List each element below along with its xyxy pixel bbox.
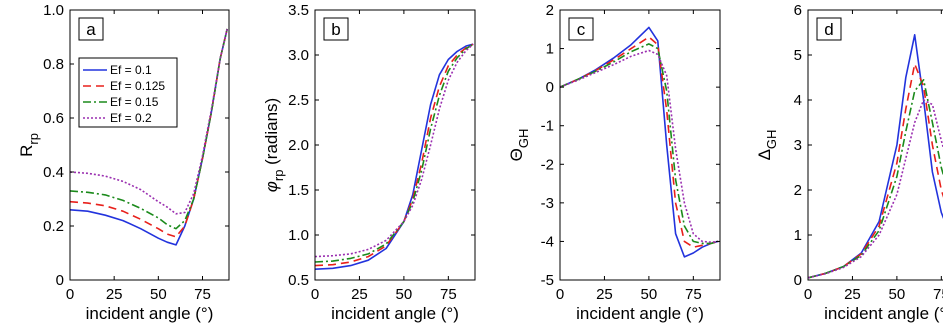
y-tick-label: 1 bbox=[794, 227, 802, 244]
series-line-1 bbox=[315, 43, 474, 270]
panel-tag: a bbox=[86, 20, 96, 39]
plot-frame bbox=[559, 9, 721, 281]
y-tick-label: 2 bbox=[546, 2, 554, 19]
x-axis-title: incident angle (°) bbox=[824, 304, 943, 323]
x-tick-label: 50 bbox=[889, 286, 906, 303]
panel-tag-box bbox=[78, 17, 104, 41]
y-axis-symbol: Θ bbox=[507, 148, 526, 161]
x-tick-label: 25 bbox=[596, 286, 613, 303]
panel-b: 0 25 50 75 0.5 1.0 1.5 2.0 2.5 3.0 3.5 incident ang… bbox=[262, 2, 476, 323]
y-tick-label: 1.0 bbox=[43, 2, 64, 19]
y-tick-label: 4 bbox=[794, 92, 802, 109]
y-tick-label: 1.0 bbox=[288, 227, 309, 244]
y-axis-subscript: GH bbox=[764, 130, 779, 150]
series-line-4 bbox=[315, 43, 474, 258]
x-tick-label: 25 bbox=[351, 286, 368, 303]
y-tick-label: 0 bbox=[794, 272, 802, 289]
x-tick-label: 75 bbox=[440, 286, 457, 303]
y-tick-label: 0.8 bbox=[43, 56, 64, 73]
series-line-3 bbox=[560, 43, 719, 245]
plot-frame bbox=[69, 9, 230, 281]
x-tick-label: 0 bbox=[804, 286, 812, 303]
x-tick-label: 50 bbox=[150, 286, 167, 303]
y-tick-label: -4 bbox=[541, 233, 554, 250]
y-tick-label: 5 bbox=[794, 47, 802, 64]
y-tick-label: 0.5 bbox=[288, 272, 309, 289]
y-tick-label: -3 bbox=[541, 195, 554, 212]
panel-tag: b bbox=[331, 20, 340, 39]
y-tick-label: 1.5 bbox=[288, 182, 309, 199]
y-tick-label: 2.5 bbox=[288, 92, 309, 109]
legend-label-1: Ef = 0.1 bbox=[110, 63, 152, 77]
y-tick-label: 3 bbox=[794, 137, 802, 154]
y-tick-label: -1 bbox=[541, 118, 554, 135]
legend-label-2: Ef = 0.125 bbox=[110, 79, 165, 93]
panel-tag: d bbox=[824, 20, 833, 39]
series-group bbox=[70, 28, 228, 246]
series-line-2 bbox=[560, 36, 719, 248]
x-axis-title: incident angle (°) bbox=[331, 304, 459, 323]
y-tick-label: 0.2 bbox=[43, 218, 64, 235]
panel-tag: c bbox=[577, 20, 586, 39]
series-group bbox=[315, 43, 474, 270]
y-tick-label: 0.6 bbox=[43, 110, 64, 127]
series-line-2 bbox=[315, 43, 474, 267]
series-line-2 bbox=[808, 63, 943, 279]
series-line-3 bbox=[315, 43, 474, 263]
panel-c: 0 25 50 75 -5 -4 -3 -2 -1 0 1 2 incident angle (°) ΘG… bbox=[507, 2, 721, 323]
y-tick-label: 2.0 bbox=[288, 137, 309, 154]
panel-tag-box bbox=[568, 17, 594, 41]
x-tick-label: 75 bbox=[685, 286, 702, 303]
y-tick-label: 0.4 bbox=[43, 164, 64, 181]
x-tick-label: 75 bbox=[933, 286, 943, 303]
y-axis-suffix: (radians) bbox=[262, 98, 281, 170]
series-line-4 bbox=[560, 49, 719, 243]
y-axis-title: Rrp bbox=[17, 133, 41, 157]
plot-frame bbox=[314, 9, 476, 281]
y-axis-subscript: rp bbox=[26, 133, 41, 145]
series-line-3 bbox=[808, 79, 943, 279]
legend: Ef = 0.1 Ef = 0.125 Ef = 0.15 Ef = 0.2 bbox=[78, 57, 178, 128]
y-axis-symbol: φ bbox=[262, 181, 281, 192]
x-axis-title: incident angle (°) bbox=[86, 304, 214, 323]
legend-label-3: Ef = 0.15 bbox=[110, 95, 159, 109]
x-tick-label: 75 bbox=[194, 286, 211, 303]
y-tick-label: 0 bbox=[546, 79, 554, 96]
x-tick-label: 50 bbox=[641, 286, 658, 303]
x-axis-title: incident angle (°) bbox=[576, 304, 704, 323]
x-tick-label: 25 bbox=[106, 286, 123, 303]
x-tick-label: 0 bbox=[556, 286, 564, 303]
panel-tag-box bbox=[323, 17, 349, 41]
series-line-1 bbox=[560, 26, 719, 258]
y-tick-label: 3.5 bbox=[288, 2, 309, 19]
series-group bbox=[808, 33, 943, 279]
y-axis-title: φrp (radians) bbox=[262, 98, 286, 192]
panel-a: 0 25 50 75 0 0.2 0.4 0.6 0.8 1.0 incident angle (°… bbox=[17, 2, 230, 323]
y-tick-label: 0 bbox=[56, 272, 64, 289]
y-tick-label: 3.0 bbox=[288, 47, 309, 64]
legend-label-4: Ef = 0.2 bbox=[110, 111, 152, 125]
x-tick-label: 50 bbox=[396, 286, 413, 303]
panel-d: 0 25 50 75 0 1 2 3 4 5 6 incident angle (°) ΔGH d bbox=[755, 2, 943, 323]
y-tick-label: 1 bbox=[546, 41, 554, 58]
y-tick-label: 2 bbox=[794, 182, 802, 199]
y-axis-symbol: R bbox=[17, 145, 36, 157]
x-tick-label: 0 bbox=[66, 286, 74, 303]
y-tick-label: -5 bbox=[541, 272, 554, 289]
y-axis-subscript: rp bbox=[271, 170, 286, 182]
x-tick-label: 25 bbox=[844, 286, 861, 303]
series-group bbox=[560, 26, 719, 258]
panel-tag-box bbox=[816, 17, 842, 41]
y-axis-title: ΘGH bbox=[507, 129, 531, 162]
y-tick-label: -2 bbox=[541, 156, 554, 173]
y-axis-subscript: GH bbox=[516, 129, 531, 149]
series-line-1 bbox=[808, 33, 943, 279]
y-axis-symbol: Δ bbox=[755, 149, 774, 160]
y-tick-label: 6 bbox=[794, 2, 802, 19]
y-axis-title: ΔGH bbox=[755, 130, 779, 161]
x-tick-label: 0 bbox=[311, 286, 319, 303]
series-line-4 bbox=[808, 99, 943, 279]
